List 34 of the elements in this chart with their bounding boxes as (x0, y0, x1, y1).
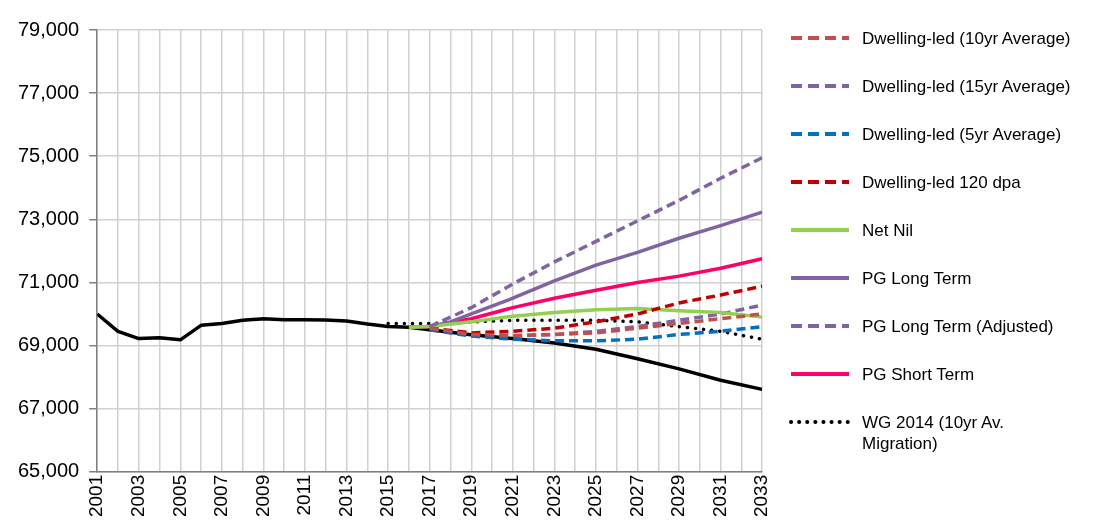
y-tick-label: 79,000 (18, 17, 80, 40)
x-tick-label: 2025 (584, 474, 606, 518)
y-tick-label: 65,000 (18, 459, 80, 482)
x-tick-label: 2019 (459, 474, 481, 518)
x-tick-label: 2011 (293, 474, 315, 516)
y-tick-label: 75,000 (18, 143, 80, 166)
x-tick-label: 2005 (168, 474, 190, 518)
y-tick-label: 77,000 (18, 80, 80, 103)
x-tick-label: 2003 (126, 474, 148, 518)
x-tick-label: 2015 (376, 474, 398, 518)
legend-label: Dwelling-led (15yr Average) (862, 76, 1072, 97)
legend-label: WG 2014 (10yr Av. Migration) (862, 412, 1006, 454)
x-tick-label: 2009 (251, 474, 273, 518)
legend-label: PG Short Term (862, 364, 976, 385)
legend-label: Dwelling-led 120 dpa (862, 172, 1022, 193)
y-tick-label: 71,000 (18, 269, 80, 292)
x-tick-label: 2001 (85, 474, 107, 518)
legend-label: Dwelling-led (10yr Average) (862, 28, 1072, 49)
x-tick-label: 2029 (667, 474, 689, 518)
legend-label: PG Long Term (862, 268, 973, 289)
x-tick-label: 2023 (542, 474, 564, 518)
y-tick-label: 73,000 (18, 206, 80, 229)
x-tick-label: 2027 (625, 474, 647, 518)
y-tick-label: 69,000 (18, 333, 80, 356)
x-tick-label: 2033 (750, 474, 772, 518)
x-tick-label: 2013 (334, 474, 356, 518)
x-tick-label: 2017 (417, 474, 439, 518)
legend-label: Net Nil (862, 220, 914, 241)
y-tick-label: 67,000 (18, 396, 80, 419)
x-tick-label: 2021 (501, 474, 523, 518)
x-tick-label: 2007 (210, 474, 232, 518)
legend-label: Dwelling-led (5yr Average) (862, 124, 1063, 145)
x-tick-label: 2031 (708, 474, 730, 518)
legend-label: PG Long Term (Adjusted) (862, 316, 1055, 337)
